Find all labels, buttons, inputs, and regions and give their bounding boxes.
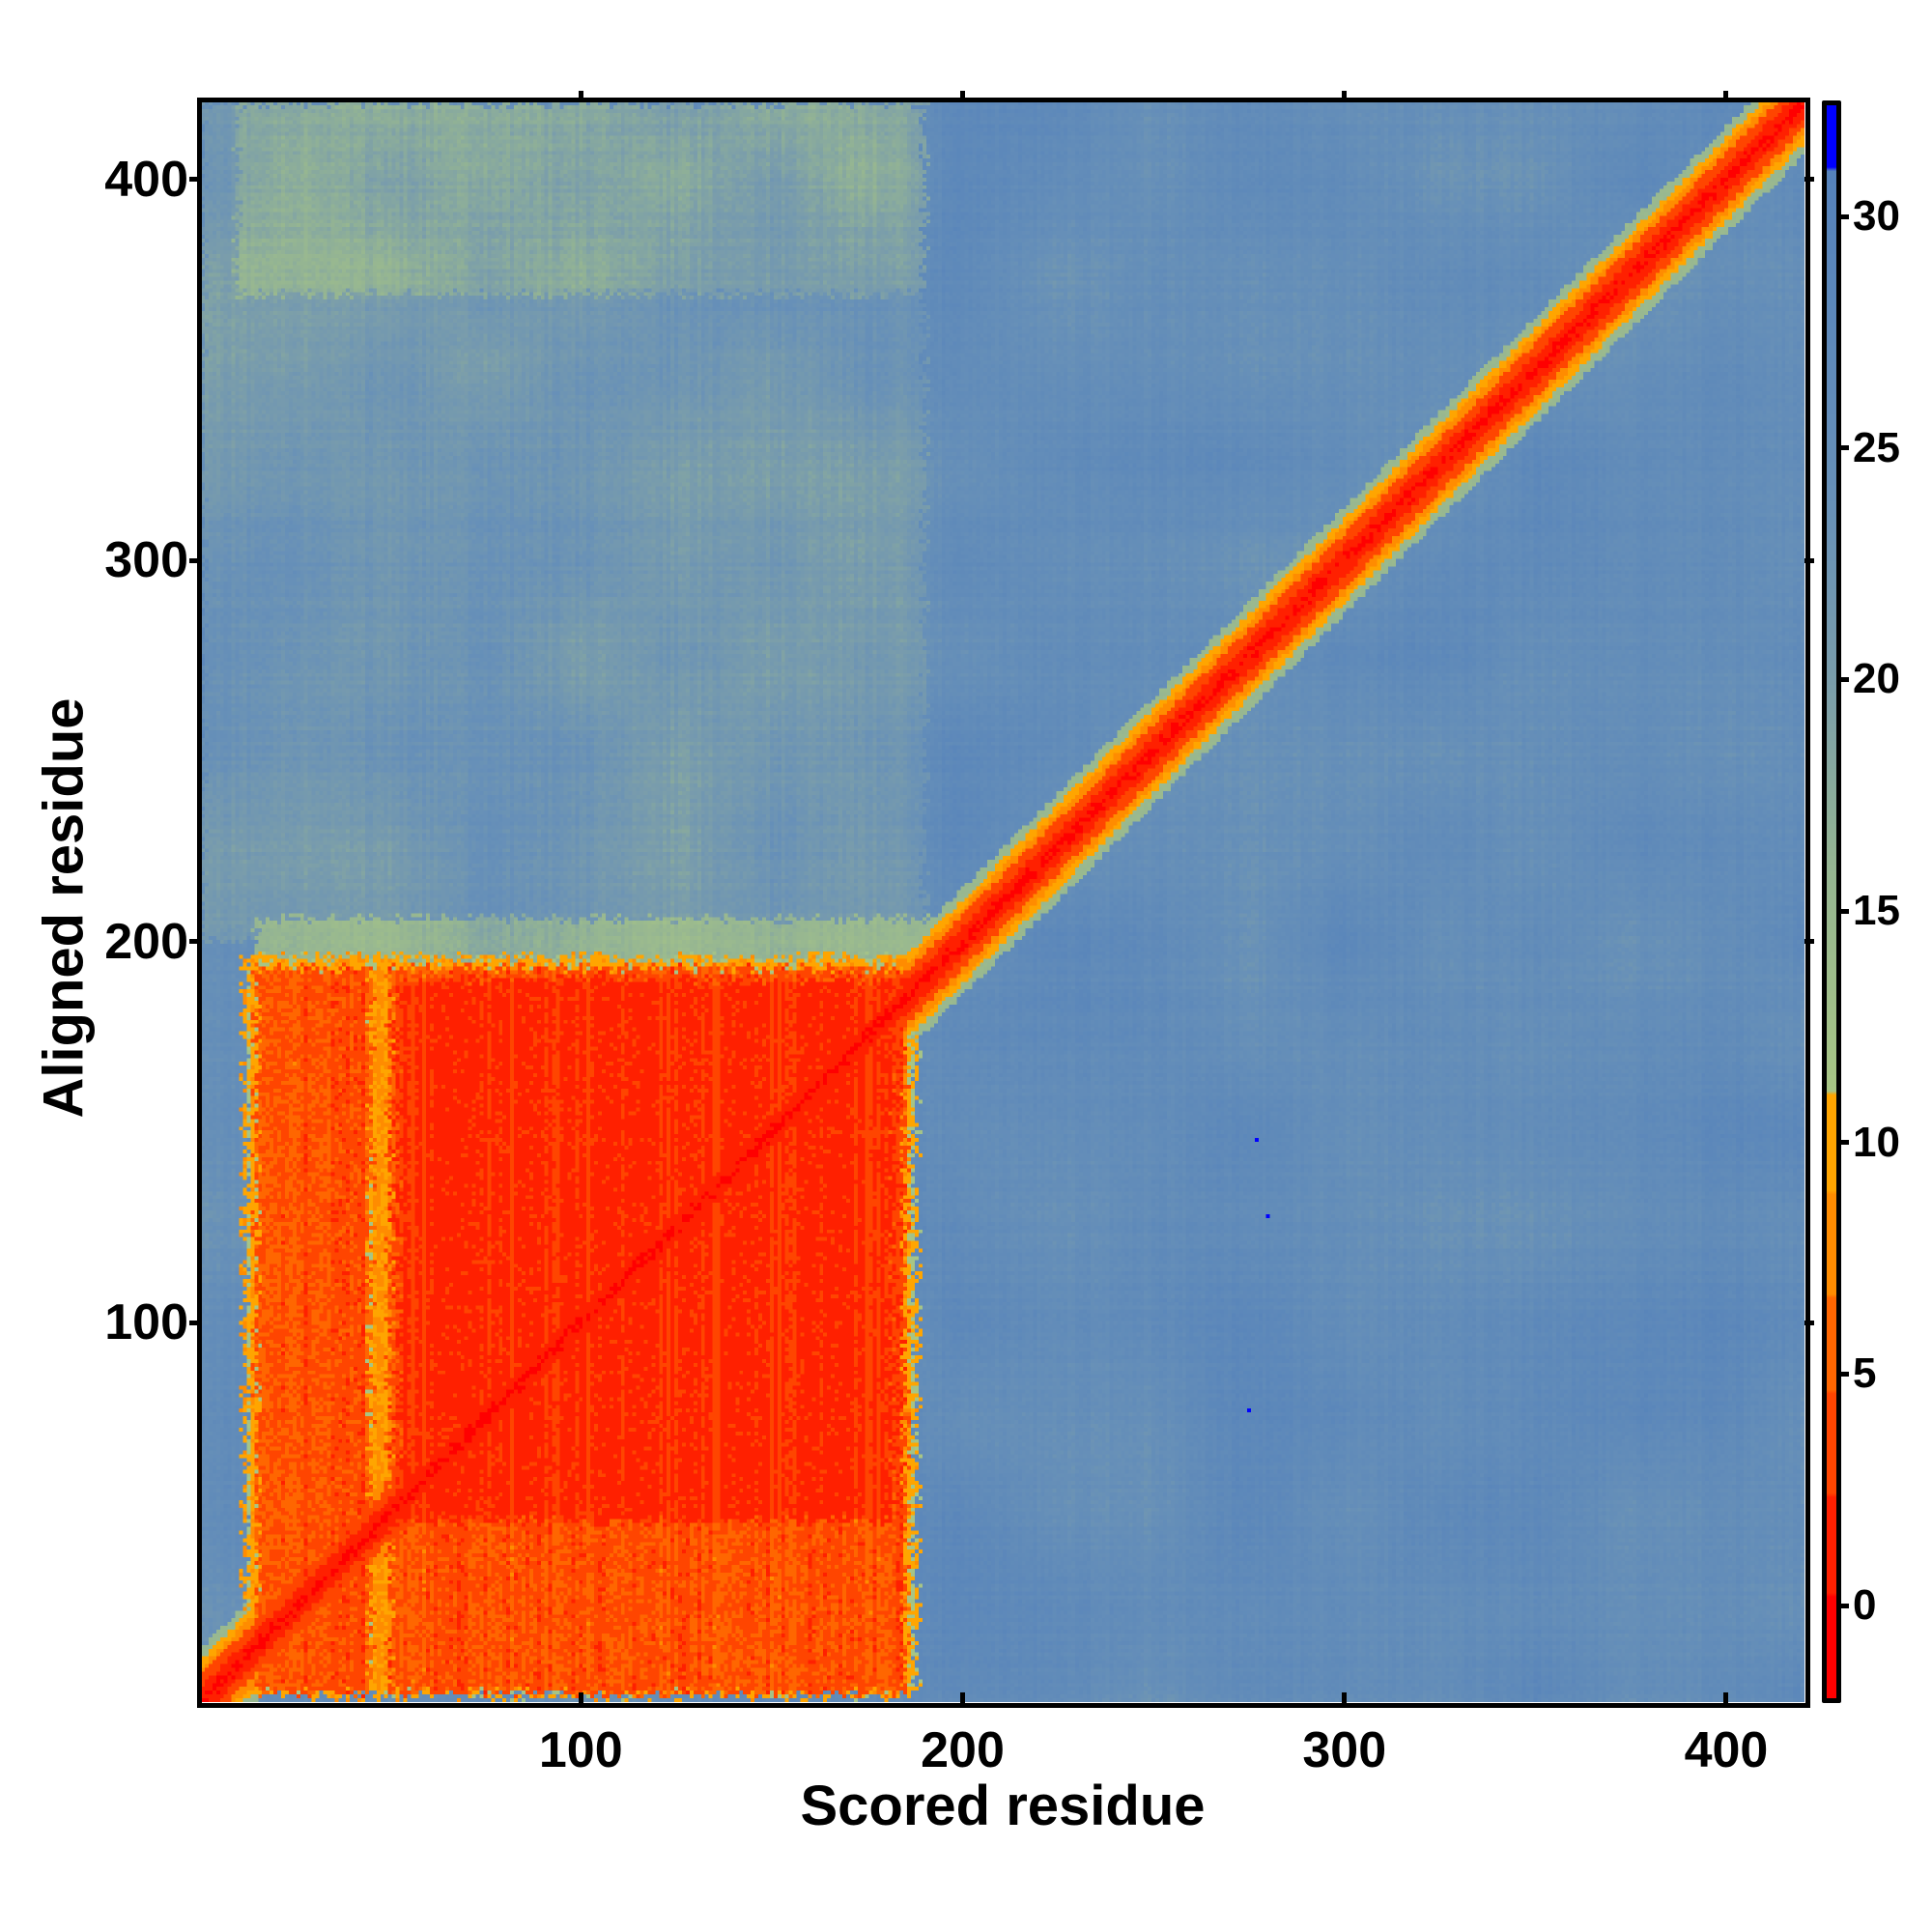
x-tick-top [578,91,583,102]
colorbar-frame [1822,100,1841,1703]
colorbar-tick [1841,1371,1849,1377]
colorbar-tick-label: 15 [1853,887,1900,935]
y-tick-right [1804,1320,1814,1325]
x-tick-label: 400 [1684,1722,1769,1778]
x-tick-top [1723,91,1729,102]
colorbar-tick [1841,213,1849,219]
x-tick-top [1342,91,1348,102]
x-tick-bottom [1723,1692,1729,1704]
y-tick-label: 300 [104,532,188,589]
colorbar-tick [1841,1140,1849,1146]
y-tick-label: 200 [104,913,188,970]
y-tick-left [189,939,201,945]
y-tick-left [189,177,201,183]
colorbar-tick [1841,908,1849,914]
x-tick-label: 200 [921,1722,1005,1778]
plot-frame [197,98,1810,1708]
x-tick-bottom [1342,1692,1348,1704]
x-tick-label: 300 [1302,1722,1387,1778]
y-tick-left [189,1320,201,1325]
y-tick-right [1804,177,1814,183]
y-tick-right [1804,939,1814,945]
y-axis-label: Aligned residue [32,697,96,1119]
colorbar-tick-label: 30 [1853,192,1900,241]
colorbar [1827,105,1836,1698]
x-tick-bottom [960,1692,965,1704]
x-axis-label: Scored residue [800,1775,1206,1837]
y-tick-label: 400 [104,151,188,208]
colorbar-tick-label: 20 [1853,655,1900,703]
colorbar-tick [1841,676,1849,682]
colorbar-tick-label: 5 [1853,1350,1877,1398]
x-tick-bottom [578,1692,583,1704]
colorbar-tick-label: 10 [1853,1118,1900,1166]
y-tick-label: 100 [104,1294,188,1351]
colorbar-tick-label: 0 [1853,1581,1877,1630]
y-tick-left [189,557,201,563]
x-tick-top [960,91,965,102]
y-tick-right [1804,557,1814,563]
colorbar-tick-label: 25 [1853,423,1900,471]
heatmap [201,101,1804,1702]
colorbar-tick [1841,1603,1849,1608]
x-tick-label: 100 [538,1722,623,1778]
colorbar-tick [1841,445,1849,451]
